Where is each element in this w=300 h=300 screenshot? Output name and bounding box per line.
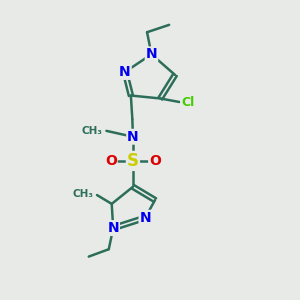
Text: N: N <box>146 47 157 61</box>
Text: CH₃: CH₃ <box>82 126 103 136</box>
Text: N: N <box>140 211 151 225</box>
Text: Cl: Cl <box>181 96 194 110</box>
Text: N: N <box>107 221 119 235</box>
Text: O: O <box>149 154 161 168</box>
Text: S: S <box>127 152 139 170</box>
Text: CH₃: CH₃ <box>72 189 93 199</box>
Text: O: O <box>105 154 117 168</box>
Text: N: N <box>119 65 131 79</box>
Text: N: N <box>127 130 139 144</box>
